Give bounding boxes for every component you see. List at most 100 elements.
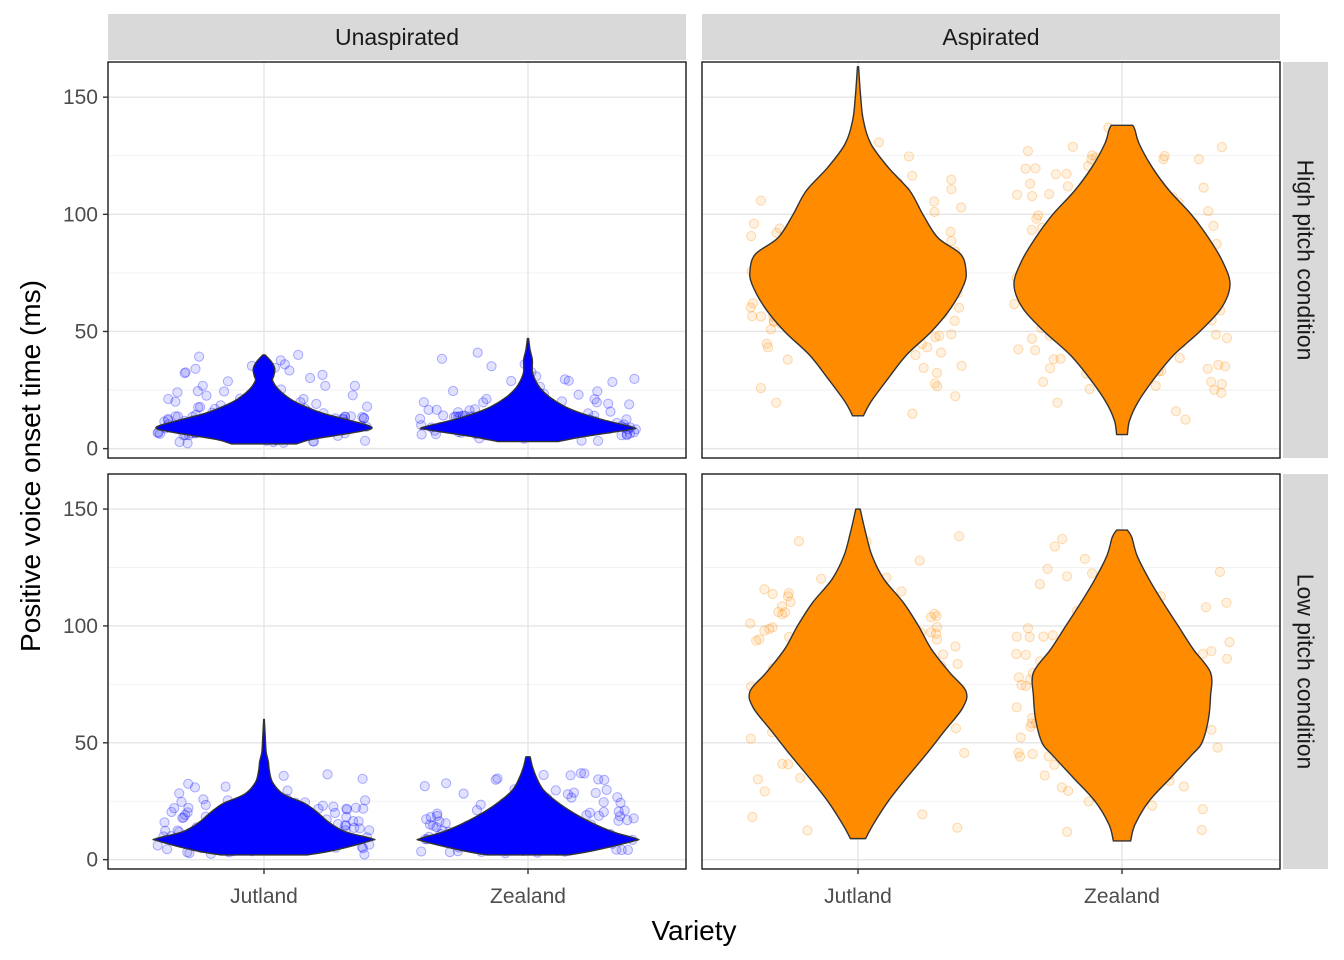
jitter-point: [1216, 387, 1227, 398]
jitter-point: [162, 844, 173, 855]
jitter-point: [785, 596, 796, 608]
jitter-point: [1216, 142, 1228, 153]
jitter-point: [453, 407, 464, 418]
jitter-point: [1197, 804, 1208, 815]
jitter-point: [1061, 168, 1072, 179]
jitter-point: [934, 330, 945, 341]
jitter-point: [755, 383, 767, 394]
jitter-point: [759, 584, 770, 595]
jitter-point: [471, 805, 482, 816]
jitter-point: [931, 611, 942, 622]
jitter-point: [1026, 333, 1038, 344]
jitter-point: [575, 768, 587, 779]
jitter-point: [598, 797, 609, 808]
jitter-point: [1031, 213, 1042, 224]
y-tick-label: 50: [75, 732, 98, 755]
jitter-point: [317, 369, 328, 380]
jitter-point: [782, 591, 794, 602]
jitter-point: [311, 398, 322, 409]
jitter-point: [349, 822, 360, 834]
jitter-point: [783, 759, 794, 770]
jitter-point: [1027, 191, 1038, 202]
jitter-point: [341, 803, 352, 814]
jitter-point: [929, 196, 940, 207]
panel-border: [701, 473, 1281, 870]
jitter-point: [424, 819, 435, 830]
jitter-point: [166, 806, 177, 818]
jitter-point: [1216, 379, 1227, 390]
column-strip-label: Aspirated: [942, 24, 1039, 50]
jitter-point: [415, 413, 426, 424]
jitter-point: [348, 816, 359, 827]
jitter-point: [1012, 189, 1023, 200]
jitter-point: [492, 773, 503, 784]
jitter-point: [1087, 568, 1098, 579]
jitter-point: [172, 387, 183, 398]
jitter-point: [613, 806, 624, 817]
violin-group-jutland: [745, 65, 967, 419]
jitter-point: [747, 811, 758, 823]
jitter-point: [282, 785, 293, 796]
jitter-point: [1067, 141, 1079, 152]
jitter-point: [903, 151, 915, 162]
jitter-point: [959, 747, 970, 759]
jitter-point: [1083, 796, 1094, 807]
jitter-point: [759, 786, 770, 797]
jitter-point: [421, 814, 432, 825]
jitter-point: [1047, 630, 1058, 641]
jitter-point: [1024, 631, 1035, 643]
jitter-point: [1038, 376, 1049, 388]
jitter-point: [340, 820, 352, 831]
jitter-point: [771, 397, 782, 408]
jitter-point: [621, 414, 632, 425]
jitter-point: [592, 435, 604, 446]
jitter-point: [198, 794, 209, 805]
jitter-point: [762, 342, 774, 353]
jitter-point: [490, 774, 501, 785]
jitter-point: [1198, 182, 1209, 193]
jitter-point: [1079, 553, 1091, 564]
jitter-point: [1022, 623, 1034, 634]
jitter-point: [910, 349, 921, 361]
jitter-point: [347, 390, 358, 401]
jitter-point: [362, 401, 373, 412]
jitter-point: [1022, 145, 1034, 157]
jitter-point: [579, 768, 590, 779]
jitter-point: [358, 803, 369, 814]
jitter-point: [1062, 181, 1074, 192]
jitter-point: [607, 376, 618, 388]
jitter-point: [782, 354, 793, 365]
y-tick-label: 0: [86, 438, 98, 461]
panel-background: [108, 62, 686, 458]
jitter-point: [622, 844, 634, 856]
jitter-point: [194, 351, 205, 362]
jitter-point: [745, 733, 756, 744]
jitter-point: [438, 410, 449, 421]
jitter-point: [1062, 826, 1073, 838]
violin-jutland: [155, 354, 373, 445]
jitter-point: [1208, 220, 1219, 231]
jitter-point: [783, 588, 794, 599]
jitter-point: [914, 555, 925, 566]
jitter-point: [802, 825, 813, 836]
jitter-point: [755, 195, 767, 206]
jitter-point: [160, 825, 171, 836]
panel-low-pitch-condition-aspirated: [701, 473, 1281, 870]
jitter-point: [159, 817, 170, 828]
jitter-point: [182, 438, 193, 449]
jitter-point: [472, 347, 483, 358]
jitter-point: [624, 399, 635, 410]
jitter-point: [354, 823, 365, 834]
jitter-point: [752, 774, 764, 785]
jitter-point: [1221, 597, 1232, 608]
jitter-point: [174, 788, 185, 799]
jitter-point: [936, 347, 947, 358]
jitter-point: [793, 536, 805, 547]
violin-zealand: [1013, 124, 1231, 436]
jitter-point: [795, 772, 806, 783]
panel-border: [107, 61, 687, 459]
jitter-point: [349, 380, 360, 391]
panels-layer: [107, 61, 1281, 870]
jitter-point: [1057, 533, 1068, 545]
jitter-point: [1039, 770, 1050, 781]
